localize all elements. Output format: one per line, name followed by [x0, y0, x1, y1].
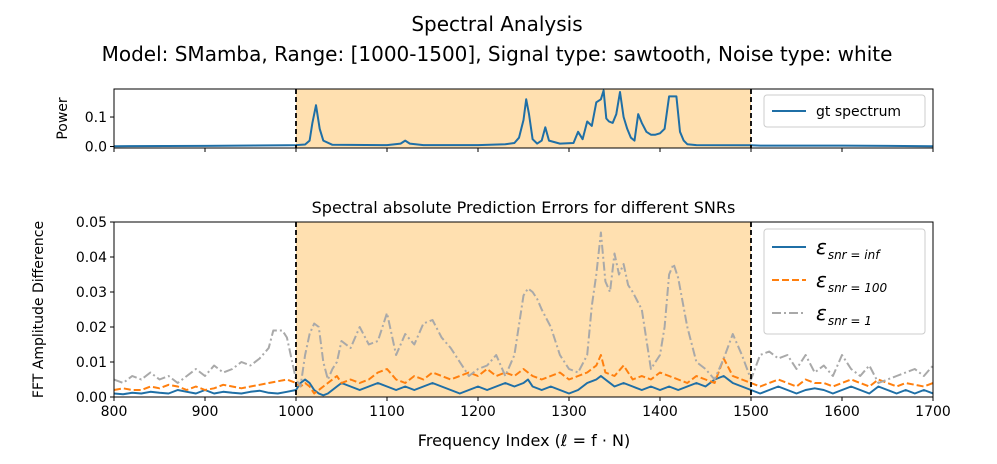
x-tick-label: 1700: [915, 404, 951, 420]
y-tick-label: 0.05: [76, 215, 107, 231]
legend: gt spectrum: [763, 94, 926, 128]
legend-box: [763, 94, 926, 128]
series-line-1: [114, 89, 933, 148]
x-tick-label: 800: [101, 404, 128, 420]
legend-box: [763, 228, 926, 335]
y-tick-label: 0.03: [76, 285, 107, 301]
series-line-1: [114, 375, 933, 397]
x-tick-label: 1600: [824, 404, 860, 420]
top-panel-power: 0.0 0.1 Power gt spectrum: [55, 88, 934, 156]
y-tick-label: 0.0: [85, 140, 107, 156]
legend-label-gt: gt spectrum: [816, 104, 901, 120]
y-axis-label: FFT Amplitude Difference: [31, 221, 47, 398]
x-tick-label: 1300: [551, 404, 587, 420]
panel-title: Spectral absolute Prediction Errors for …: [312, 198, 736, 217]
x-tick-label: 1100: [369, 404, 405, 420]
x-tick-label: 1400: [642, 404, 678, 420]
bottom-panel-errors: 0.00 0.01 0.02 0.03 0.04 0.05 800 900 1000 1100 12…: [31, 198, 951, 420]
y-axis-label: Power: [55, 97, 71, 140]
y-tick-label: 0.04: [76, 250, 107, 266]
series-line-3: [114, 231, 933, 388]
x-tick-label: 900: [192, 404, 219, 420]
series-line-2: [114, 354, 933, 395]
y-tick-label: 0.02: [76, 320, 107, 336]
x-tick-label: 1200: [460, 404, 496, 420]
figure-subtitle: Model: SMamba, Range: [1000-1500], Signa…: [102, 42, 893, 66]
y-tick-label: 0.01: [76, 355, 107, 371]
figure-title: Spectral Analysis: [411, 12, 582, 36]
x-tick-label: 1000: [278, 404, 314, 420]
axes-frame: [113, 221, 934, 398]
axes-frame: [113, 88, 934, 149]
x-tick-label: 1500: [733, 404, 769, 420]
y-tick-label: 0.00: [76, 390, 107, 406]
highlight-range: [296, 222, 751, 397]
y-tick-label: 0.1: [85, 110, 107, 126]
x-axis-label: Frequency Index (ℓ = f · N): [418, 431, 630, 450]
